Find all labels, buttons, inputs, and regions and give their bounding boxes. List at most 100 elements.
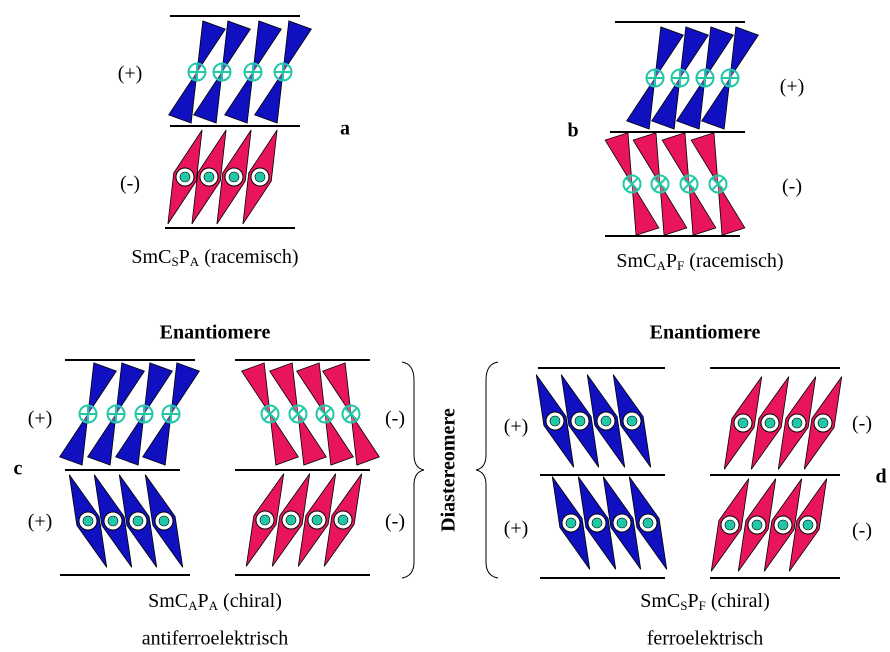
polarization-symbol — [681, 176, 698, 193]
center-label: Diastereomere — [438, 408, 460, 532]
polarization-symbol — [308, 511, 326, 529]
polarization-symbol — [155, 512, 173, 530]
symbol-dot — [575, 416, 585, 426]
polarization-symbol — [108, 406, 125, 423]
caption-part: (chiral) — [706, 590, 770, 612]
layer-label: (+) — [504, 518, 529, 540]
symbol-dot — [204, 172, 214, 182]
brace — [476, 362, 498, 578]
polarization-symbol — [721, 516, 739, 534]
symbol-dot — [133, 516, 143, 526]
caption-part: SmC — [131, 246, 171, 268]
symbol-dot — [738, 418, 748, 428]
panel-letter: c — [14, 458, 23, 480]
symbol-dot — [792, 418, 802, 428]
polarization-symbol — [814, 414, 832, 432]
layer-label: (-) — [852, 413, 872, 435]
polarization-symbol — [245, 64, 262, 81]
panel-letter: d — [875, 466, 886, 488]
caption-sub: S — [171, 254, 178, 269]
polarization-symbol — [317, 406, 334, 423]
heading: Enantiomere — [650, 322, 761, 344]
polarization-symbol — [710, 176, 727, 193]
caption-part: (racemisch) — [199, 246, 298, 268]
symbol-dot — [818, 418, 828, 428]
polarization-symbol — [613, 514, 631, 532]
layer-label: (-) — [385, 511, 405, 533]
brace — [402, 362, 424, 578]
symbol-dot — [601, 416, 611, 426]
symbol-dot — [286, 515, 296, 525]
polarization-symbol — [697, 70, 714, 87]
polarization-symbol — [748, 516, 766, 534]
polarization-symbol — [282, 511, 300, 529]
polarization-symbol — [652, 176, 669, 193]
polarization-symbol — [176, 168, 194, 186]
polarization-symbol — [163, 406, 180, 423]
polarization-symbol — [788, 414, 806, 432]
symbol-dot — [229, 172, 239, 182]
caption: SmCAPF (racemisch) — [616, 250, 783, 273]
polarization-symbol — [588, 514, 606, 532]
caption-part: (racemisch) — [684, 250, 783, 272]
polarization-symbol — [571, 412, 589, 430]
polarization-symbol — [129, 512, 147, 530]
symbol-dot — [617, 518, 627, 528]
polarization-symbol — [624, 176, 641, 193]
caption-part: P — [198, 590, 209, 612]
caption: SmCAPA (chiral) — [148, 590, 282, 613]
heading: Enantiomere — [160, 322, 271, 344]
polarization-symbol — [79, 512, 97, 530]
polarization-symbol — [546, 412, 564, 430]
polarization-symbol — [639, 514, 657, 532]
caption-sub: F — [699, 598, 706, 613]
symbol-dot — [765, 418, 775, 428]
symbol-dot — [643, 518, 653, 528]
symbol-dot — [83, 516, 93, 526]
polarization-symbol — [225, 168, 243, 186]
polarization-symbol — [256, 511, 274, 529]
caption-part: SmC — [148, 590, 188, 612]
polarization-symbol — [214, 64, 231, 81]
caption-part: P — [179, 246, 190, 268]
caption-part: (chiral) — [218, 590, 282, 612]
caption-part: P — [666, 250, 677, 272]
layer-label: (+) — [780, 76, 805, 98]
layer-label: (-) — [120, 173, 140, 195]
symbol-dot — [159, 516, 169, 526]
symbol-dot — [108, 516, 118, 526]
layer-label: (-) — [385, 408, 405, 430]
layer-label: (+) — [28, 511, 53, 533]
polarization-symbol — [200, 168, 218, 186]
caption-part: P — [688, 590, 699, 612]
caption-part: SmC — [640, 590, 680, 612]
polarization-symbol — [80, 406, 97, 423]
caption-sub: S — [680, 598, 687, 613]
polarization-symbol — [734, 414, 752, 432]
polarization-symbol — [275, 64, 292, 81]
symbol-dot — [550, 416, 560, 426]
polarization-symbol — [722, 70, 739, 87]
polarization-symbol — [251, 168, 269, 186]
layer-label: (-) — [852, 520, 872, 542]
polarization-symbol — [290, 406, 307, 423]
caption: SmCSPA (racemisch) — [131, 246, 298, 269]
layer-label: (-) — [782, 176, 802, 198]
polarization-symbol — [623, 412, 641, 430]
caption-part: SmC — [616, 250, 656, 272]
polarization-symbol — [597, 412, 615, 430]
polarization-symbol — [334, 511, 352, 529]
layer-label: (+) — [118, 63, 143, 85]
polarization-symbol — [672, 70, 689, 87]
symbol-dot — [180, 172, 190, 182]
polarization-symbol — [136, 406, 153, 423]
polarization-symbol — [761, 414, 779, 432]
symbol-dot — [803, 520, 813, 530]
caption-sub: F — [677, 258, 684, 273]
polarization-symbol — [799, 516, 817, 534]
symbol-dot — [627, 416, 637, 426]
subtitle: antiferroelektrisch — [142, 628, 289, 650]
symbol-dot — [725, 520, 735, 530]
layer-label: (+) — [28, 408, 53, 430]
symbol-dot — [778, 520, 788, 530]
